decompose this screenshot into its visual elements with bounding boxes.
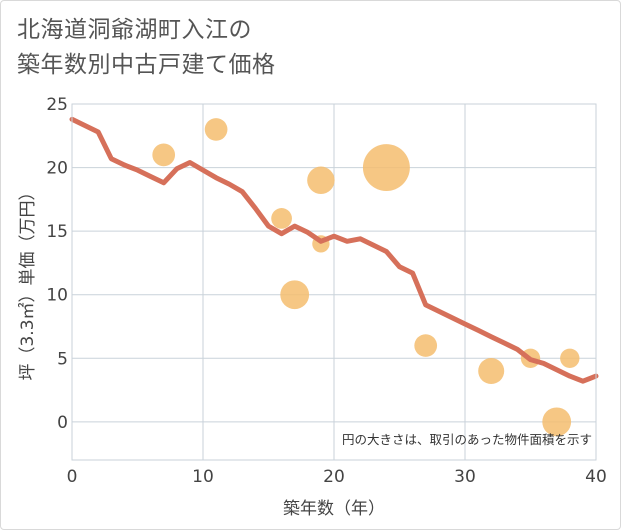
y-tick-label: 20 [46, 159, 68, 179]
y-tick-label: 15 [46, 222, 68, 242]
chart-title: 北海道洞爺湖町入江の 築年数別中古戸建て価格 [17, 13, 276, 83]
bubble [362, 144, 410, 192]
x-tick-label: 10 [192, 467, 214, 487]
plot-frame [71, 103, 597, 461]
bubble [542, 407, 572, 437]
chart-title-line1: 北海道洞爺湖町入江の [17, 17, 252, 43]
y-tick-labels: 0 5 10 15 20 25 [46, 95, 68, 433]
x-axis-label: 築年数（年） [283, 499, 385, 519]
bubble [204, 118, 228, 141]
y-tick-label: 0 [57, 413, 68, 433]
x-tick-label: 30 [454, 467, 476, 487]
y-tick-label: 5 [57, 349, 68, 369]
x-tick-label: 20 [323, 467, 345, 487]
bubble [560, 348, 580, 368]
y-axis-label: 坪（3.3㎡）単価（万円） [18, 183, 38, 380]
bubble [478, 357, 505, 385]
bubble [307, 166, 335, 195]
x-tick-labels: 0 10 20 30 40 [67, 467, 607, 487]
trend-line [69, 116, 599, 384]
bubble [280, 280, 310, 310]
bubble [414, 334, 438, 357]
bubble [271, 208, 292, 229]
x-tick-label: 0 [67, 467, 78, 487]
size-note: 円の大きさは、取引のあった物件面積を示す [342, 432, 592, 447]
y-tick-label: 10 [46, 286, 68, 306]
y-tick-label: 25 [46, 95, 68, 115]
chart-title-line2: 築年数別中古戸建て価格 [17, 52, 276, 78]
x-tick-label: 40 [585, 467, 607, 487]
bubble [152, 143, 176, 167]
